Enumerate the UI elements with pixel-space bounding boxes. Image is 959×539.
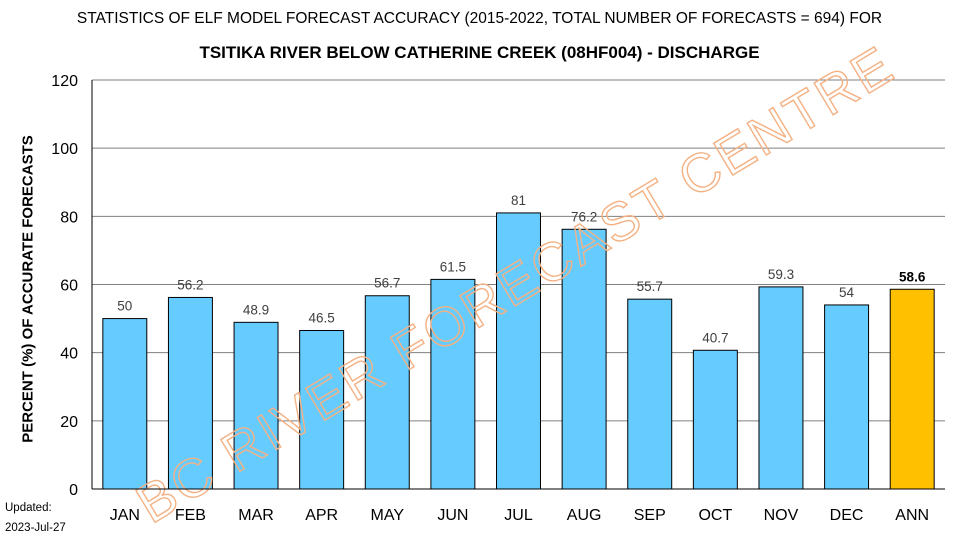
bar-aug (561, 228, 607, 490)
y-tick-label: 20 (60, 414, 78, 431)
data-label: 48.9 (243, 302, 269, 317)
x-tick-label: NOV (764, 507, 799, 524)
data-label: 59.3 (768, 267, 794, 282)
x-tick-label: ANN (895, 507, 929, 524)
axes: 0 20 40 60 80 100 120 JAN FEB MAR APR MAY JUN JUL AUG S… (51, 73, 945, 524)
bar-jun (430, 278, 476, 490)
x-tick-label: OCT (698, 507, 732, 524)
chart-title: STATISTICS OF ELF MODEL FORECAST ACCURAC… (76, 10, 883, 27)
bar-mar (233, 321, 279, 490)
data-label: 81 (511, 193, 526, 208)
bar-apr (299, 330, 345, 490)
bars (102, 212, 935, 490)
data-label: 56.7 (374, 276, 400, 291)
data-label: 58.6 (899, 269, 926, 284)
bar-jul (496, 212, 541, 490)
x-tick-label: JAN (110, 507, 140, 524)
bar-ann (889, 288, 935, 490)
x-tick-label: JUL (504, 507, 533, 524)
x-tick-label: SEP (634, 507, 666, 524)
data-label: 54 (839, 285, 855, 300)
data-label: 61.5 (440, 259, 466, 274)
bar-sep (627, 298, 673, 490)
data-label: 56.2 (177, 277, 203, 292)
data-label: 76.2 (571, 209, 597, 224)
y-tick-label: 120 (51, 73, 78, 90)
bar-feb (167, 296, 213, 490)
bar-dec (824, 304, 870, 490)
bar-may (364, 295, 410, 490)
data-labels: 50 56.2 48.9 46.5 56.7 61.5 81 76.2 55.7 40.7 59.3… (117, 193, 926, 345)
y-tick-label: 60 (60, 278, 78, 295)
x-tick-label: DEC (830, 507, 864, 524)
x-tick-label: MAR (238, 507, 274, 524)
y-tick-label: 0 (69, 482, 78, 499)
x-tick-label: FEB (175, 507, 206, 524)
y-tick-label: 100 (51, 141, 78, 158)
data-label: 50 (117, 299, 132, 314)
bar-jan (102, 318, 148, 490)
chart-subtitle: TSITIKA RIVER BELOW CATHERINE CREEK (08H… (199, 43, 760, 62)
data-label: 46.5 (309, 311, 335, 326)
y-tick-label: 40 (60, 346, 78, 363)
y-tick-label: 80 (60, 209, 78, 226)
updated-label: Updated: (5, 502, 52, 514)
data-label: 55.7 (637, 279, 663, 294)
x-tick-label: MAY (371, 507, 405, 524)
bar-nov (758, 286, 804, 490)
data-label: 40.7 (702, 330, 728, 345)
x-tick-label: AUG (567, 507, 602, 524)
bar-oct (692, 349, 738, 490)
x-tick-label: APR (305, 507, 338, 524)
updated-date: 2023-Jul-27 (5, 522, 66, 534)
x-tick-label: JUN (437, 507, 468, 524)
